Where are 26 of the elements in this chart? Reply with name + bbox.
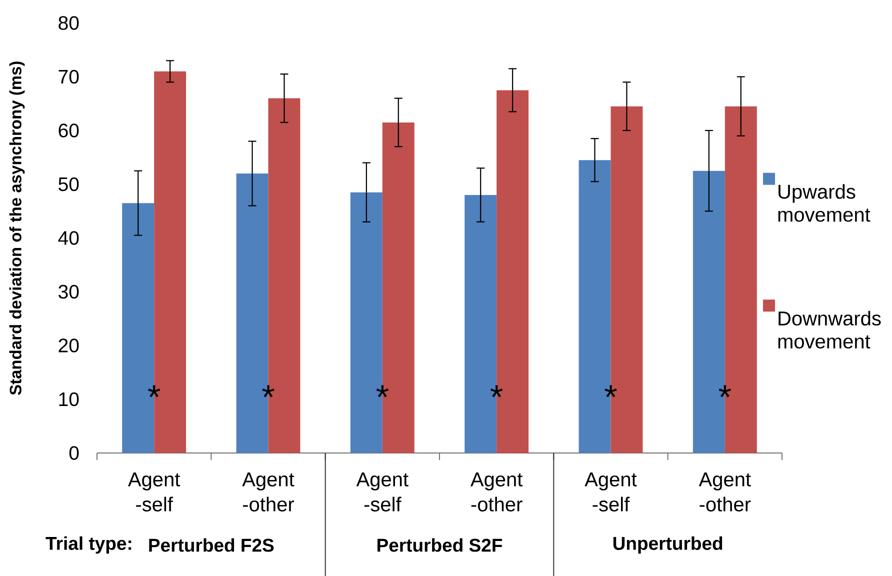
x-tick-label: Agent -self xyxy=(584,472,637,512)
annotation: * xyxy=(376,385,389,398)
y-tick-label: 40 xyxy=(58,231,79,245)
y-tick-label: 60 xyxy=(58,124,79,138)
annotation: * xyxy=(148,385,160,398)
x-tick-label: Agent -self xyxy=(128,472,180,512)
y-tick-label: 70 xyxy=(58,70,79,84)
y-tick-label: 30 xyxy=(58,284,79,299)
y-tick-label: 20 xyxy=(58,338,79,352)
text: Perturbed F2S xyxy=(149,538,274,552)
text: Trial type: xyxy=(46,536,132,554)
legend-label: Downwards movement xyxy=(778,310,881,349)
y-tick-label: 50 xyxy=(58,177,79,192)
annotation: * xyxy=(490,385,503,398)
y-tick-label: 0 xyxy=(69,446,79,460)
x-tick-label: Agent -other xyxy=(470,472,523,512)
x-tick-label: Agent -other xyxy=(242,472,294,512)
x-tick-label: Agent -self xyxy=(356,472,408,512)
annotation: * xyxy=(718,385,732,398)
text: Perturbed S2F xyxy=(378,538,502,552)
y-tick-label: 80 xyxy=(58,16,79,30)
y-axis-title: Standard deviation of the asynchrony (ms) xyxy=(9,62,25,395)
text: Unperturbed xyxy=(613,536,722,554)
y-tick-label: 10 xyxy=(59,392,79,406)
legend-label: Upwards movement xyxy=(778,184,870,222)
x-tick-label: Agent -other xyxy=(698,472,751,512)
